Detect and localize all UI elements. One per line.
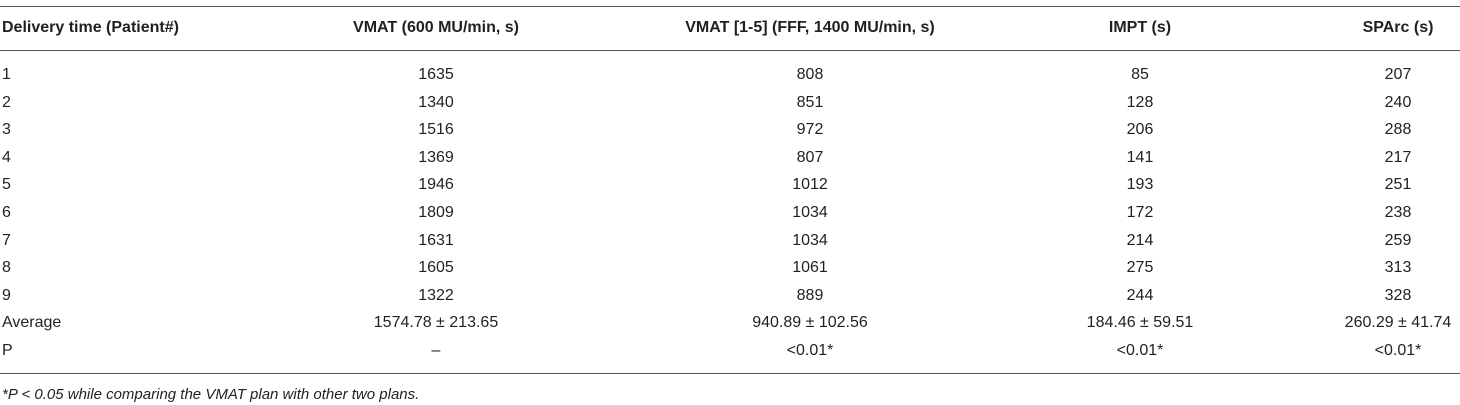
table-cell: – — [431, 342, 441, 359]
bottom-rule — [0, 373, 1460, 374]
table-cell: 206 — [1126, 121, 1154, 139]
table-cell: 244 — [1126, 286, 1154, 304]
table-cell: 9 — [2, 286, 11, 304]
table-cell: 328 — [1384, 286, 1412, 304]
table-cell: 940.89 ± 102.56 — [752, 314, 868, 332]
table-cell: 3 — [2, 121, 11, 139]
table-cell: 7 — [2, 231, 11, 249]
table-cell: 1012 — [792, 176, 828, 194]
table-cell: 972 — [796, 121, 824, 139]
table-cell: 1369 — [418, 148, 454, 166]
header-cell: VMAT (600 MU/min, s) — [353, 19, 519, 36]
table-cell: 240 — [1384, 93, 1412, 111]
header-cell: Delivery time (Patient#) — [2, 19, 179, 36]
table-cell: 1635 — [418, 66, 454, 83]
table-cell: 193 — [1126, 176, 1154, 194]
table-cell: 1574.78 ± 213.65 — [373, 314, 499, 332]
table-cell: 808 — [796, 66, 824, 83]
table-cell: 141 — [1126, 148, 1154, 166]
table-cell: 313 — [1384, 259, 1412, 277]
table-cell: 85 — [1131, 66, 1149, 83]
table-cell: P — [2, 342, 13, 359]
table-cell: 807 — [796, 148, 824, 166]
table-cell: 1322 — [418, 286, 454, 304]
table-cell: 207 — [1384, 66, 1412, 83]
table-cell: 1034 — [792, 204, 828, 221]
table-cell: 217 — [1384, 148, 1412, 166]
table-cell: 184.46 ± 59.51 — [1086, 314, 1194, 332]
table-cell: 8 — [2, 259, 11, 277]
table-cell: 1946 — [418, 176, 454, 194]
table-cell: 260.29 ± 41.74 — [1344, 314, 1452, 332]
header-cell: VMAT [1-5] (FFF, 1400 MU/min, s) — [685, 19, 935, 36]
table-cell: 251 — [1384, 176, 1412, 194]
table-cell: 2 — [2, 93, 11, 111]
header-cell: IMPT (s) — [1108, 19, 1172, 36]
table-cell: 1061 — [792, 259, 828, 277]
table-cell: 851 — [796, 93, 824, 111]
table-cell: 5 — [2, 176, 11, 194]
table-cell: 288 — [1384, 121, 1412, 139]
table-cell: 1605 — [418, 259, 454, 277]
table-cell: 6 — [2, 204, 11, 221]
table-cell: 238 — [1384, 204, 1412, 221]
header-rule — [0, 50, 1460, 51]
footnote: *P < 0.05 while comparing the VMAT plan … — [2, 386, 420, 403]
table-cell: 259 — [1384, 231, 1412, 249]
table-cell: 1 — [2, 66, 11, 83]
table-cell: 1516 — [418, 121, 454, 139]
table-cell: <0.01* — [1374, 342, 1422, 359]
table-cell: <0.01* — [1116, 342, 1164, 359]
table-cell: 889 — [796, 286, 824, 304]
table-cell: 128 — [1126, 93, 1154, 111]
top-rule — [0, 6, 1460, 7]
table-cell: 1034 — [792, 231, 828, 249]
table-cell: 4 — [2, 148, 11, 166]
table-cell: 214 — [1126, 231, 1154, 249]
table-cell: <0.01* — [786, 342, 834, 359]
table-cell: 1340 — [418, 93, 454, 111]
header-cell: SPArc (s) — [1362, 19, 1434, 36]
table-cell: 172 — [1126, 204, 1154, 221]
table-cell: 1809 — [418, 204, 454, 221]
table-cell: 1631 — [418, 231, 454, 249]
table-cell: 275 — [1126, 259, 1154, 277]
table-cell: Average — [2, 314, 62, 332]
